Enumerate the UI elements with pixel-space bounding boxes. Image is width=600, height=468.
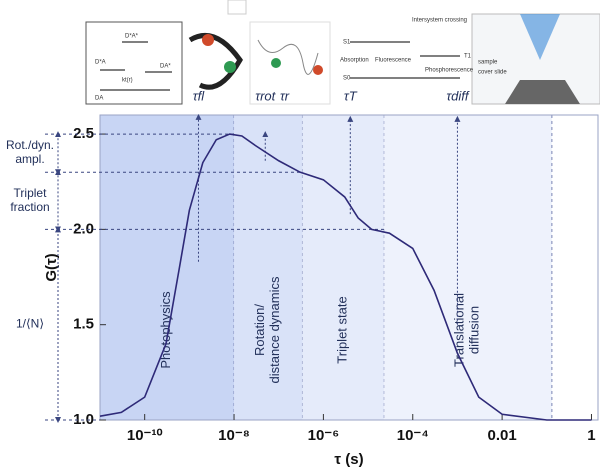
- region-label-line: Triplet state: [335, 296, 350, 363]
- region-label: Photophysics: [158, 291, 173, 369]
- inset-text: DA*: [160, 64, 171, 70]
- inset-text: Intersystem crossing: [412, 18, 467, 24]
- region: [100, 115, 235, 420]
- bracket-label: 1/⟨N⟩: [16, 317, 44, 331]
- curve: [99, 133, 592, 421]
- bracket-label: Rot./dyn. ampl.: [6, 138, 54, 166]
- inset-text: DA: [95, 96, 103, 102]
- inset-text: D*A*: [125, 34, 139, 40]
- x-tick-label: 0.01: [488, 427, 517, 444]
- inset-text: S0: [343, 76, 351, 82]
- y-tick-label: 1.5: [73, 316, 94, 333]
- inset-text: Fluorescence: [375, 58, 412, 64]
- bracket-label: Triplet fraction: [10, 186, 49, 214]
- x-tick-label: 10⁻⁴: [397, 427, 429, 444]
- tau-label: τT: [344, 88, 358, 103]
- region: [234, 115, 303, 420]
- tau-label: τrot: [255, 88, 276, 103]
- inset-text: sample: [478, 60, 498, 66]
- region-label: Rotation/distance dynamics: [252, 276, 282, 383]
- y-axis-label: G(τ): [43, 253, 60, 281]
- insets: [85, 0, 600, 105]
- tau-label: τfl: [193, 88, 205, 103]
- bracket-label-line: fraction: [10, 200, 49, 214]
- x-tick-label: 10⁻¹⁰: [127, 427, 163, 444]
- inset-text: D*A: [95, 60, 106, 66]
- y-tick-label: 2.5: [73, 125, 94, 142]
- inset-text: Absorption: [340, 58, 369, 64]
- x-axis-label: τ (s): [334, 451, 363, 468]
- inset-text: S1: [343, 40, 351, 46]
- inset-text: Phosphorescence: [425, 68, 474, 74]
- plot-frame: [99, 114, 599, 421]
- y-tick-label: 2.0: [73, 220, 94, 237]
- region-label-line: diffusion: [467, 306, 482, 354]
- inset-text: kt(r): [122, 78, 133, 84]
- region-label-line: distance dynamics: [267, 276, 282, 383]
- x-tick-label: 1: [587, 427, 595, 444]
- x-tick-label: 10⁻⁶: [308, 427, 340, 444]
- bracket-label-line: Rot./dyn.: [6, 138, 54, 152]
- region-label: Triplet state: [335, 296, 350, 363]
- tau-label: τr: [280, 88, 290, 103]
- region: [384, 115, 552, 420]
- region: [302, 115, 385, 420]
- inset-text: cover slide: [478, 70, 507, 76]
- tau-label: τdiff: [446, 88, 470, 103]
- inset-text: T1: [464, 54, 472, 60]
- region-label-line: Photophysics: [158, 291, 173, 369]
- y-tick-label: 1.0: [73, 411, 94, 428]
- bracket-label-line: Triplet: [14, 186, 48, 200]
- x-tick-label: 10⁻⁸: [218, 427, 250, 444]
- bracket-label-line: 1/⟨N⟩: [16, 317, 44, 331]
- region-label-line: Rotation/: [252, 304, 267, 356]
- bracket-label-line: ampl.: [15, 152, 44, 166]
